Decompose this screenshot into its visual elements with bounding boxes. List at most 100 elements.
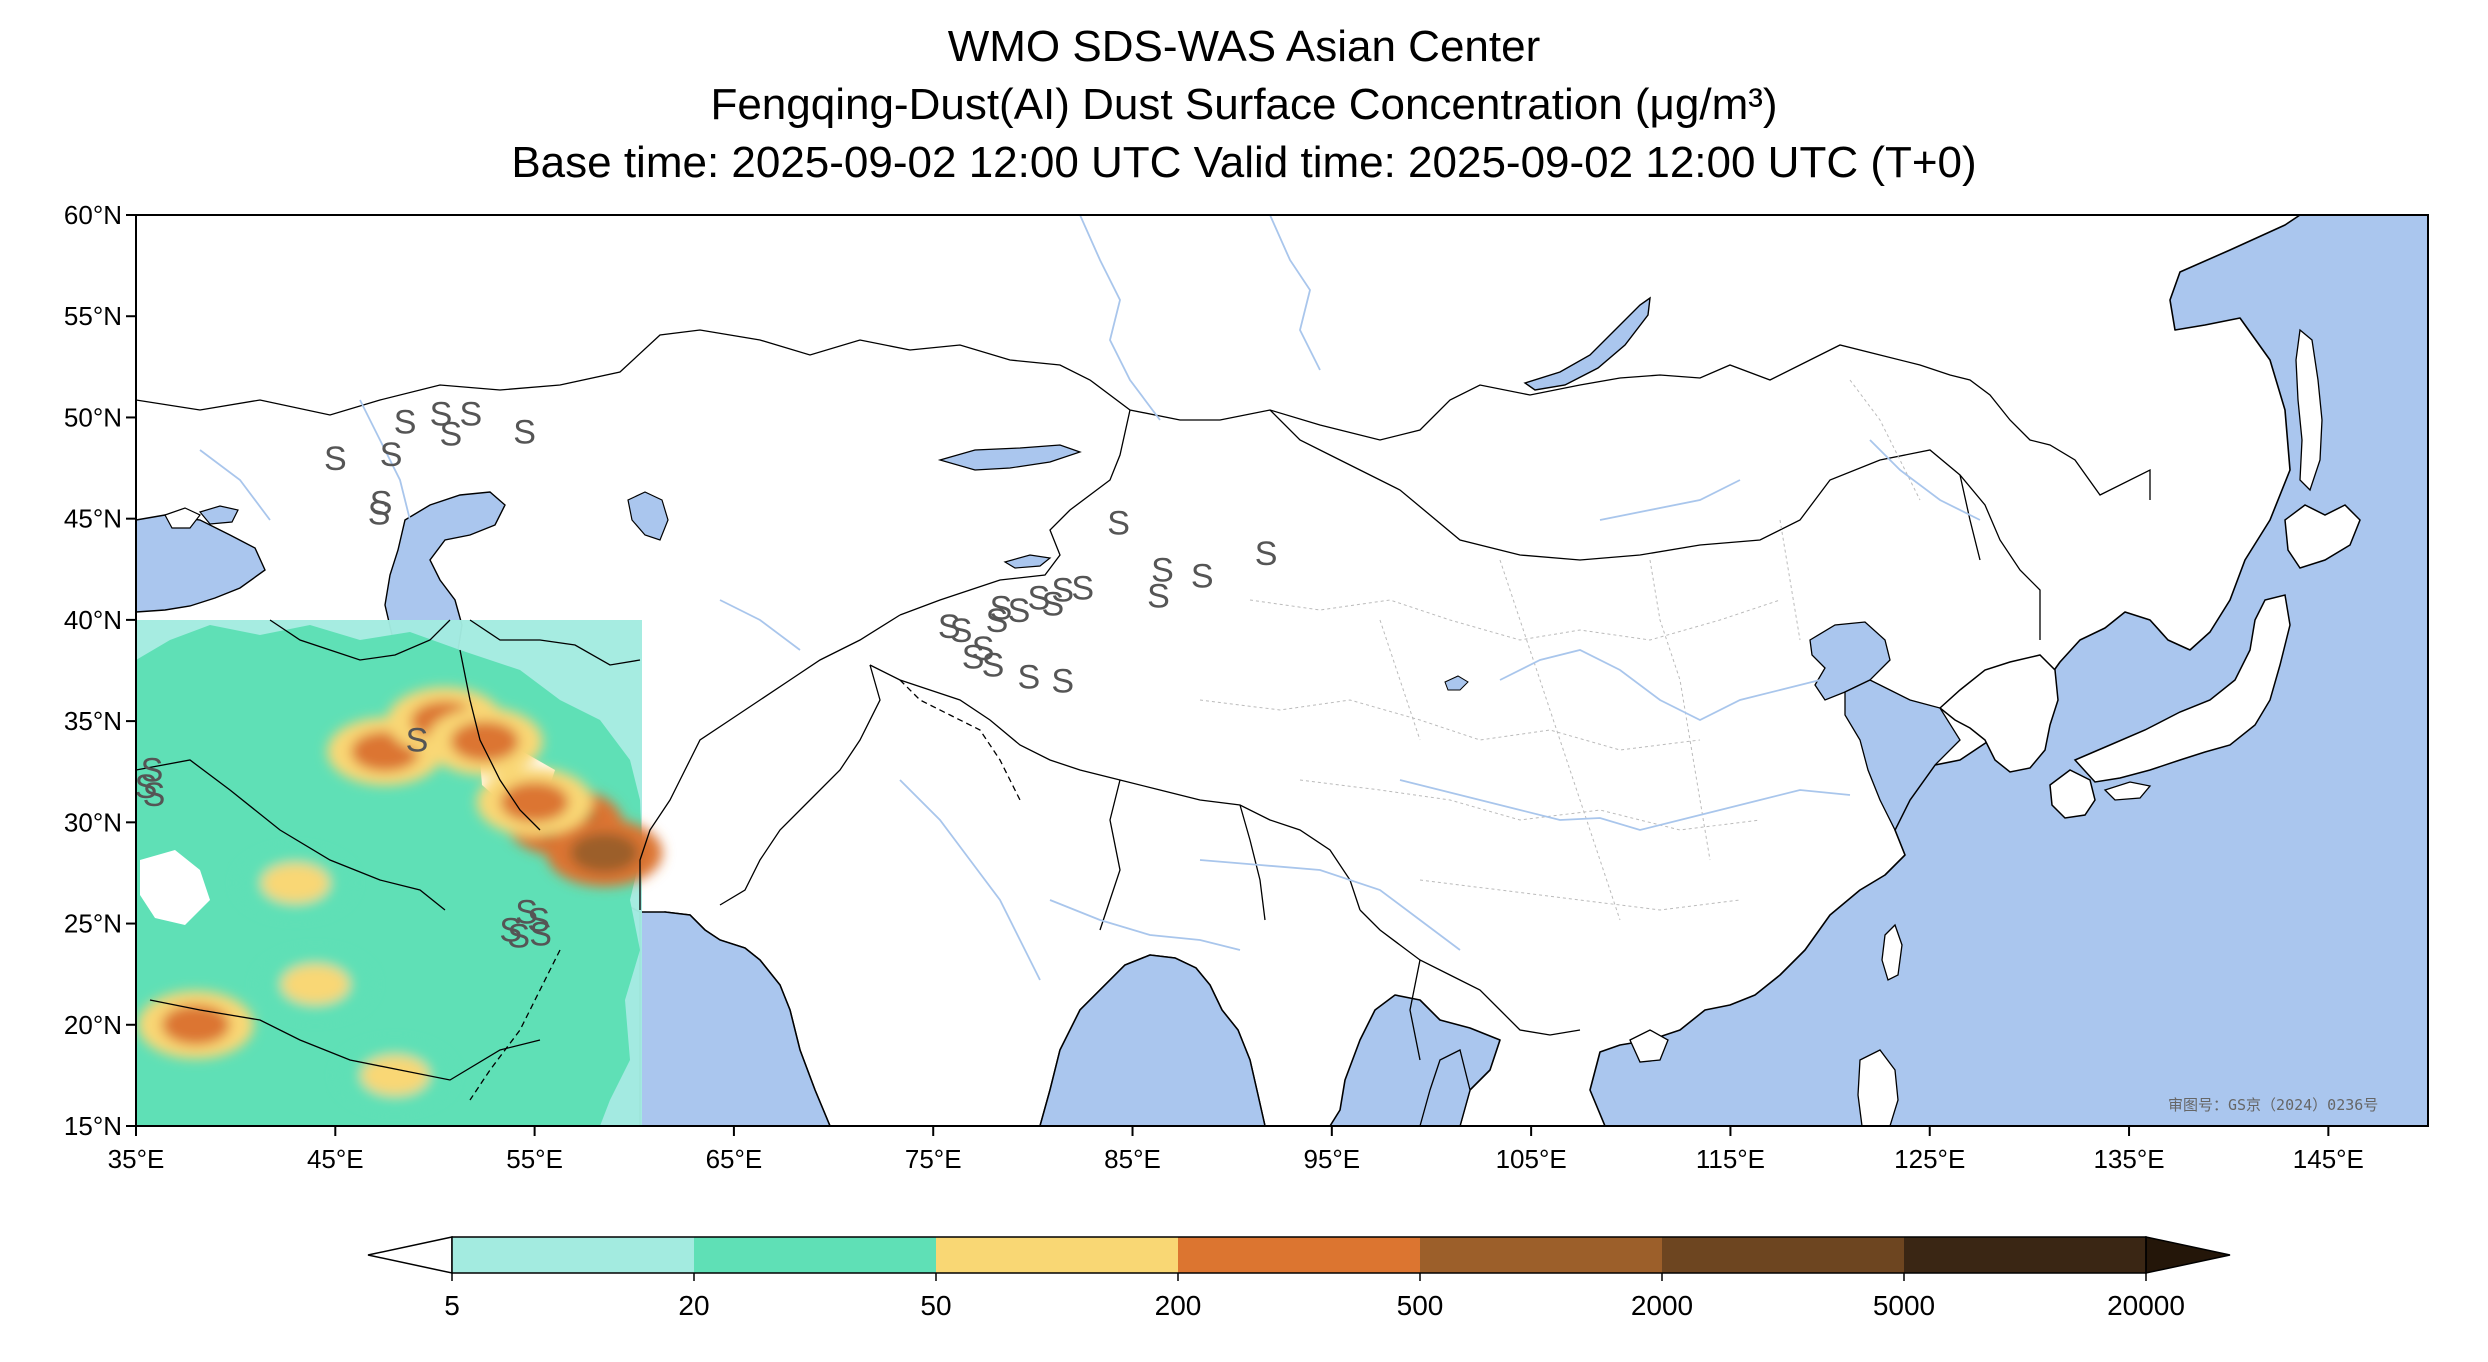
lon-tick-label: 75°E (905, 1144, 962, 1174)
lake-qinghai (1444, 675, 1469, 691)
lat-tick-label: 40°N (64, 605, 122, 635)
dust-observation-marker: S (1018, 659, 1041, 697)
hainan (1629, 1029, 1669, 1063)
dust-observation-marker: S (990, 590, 1013, 628)
dust-hotspot-core (161, 1004, 230, 1045)
dust-observation-marker: S (1151, 551, 1174, 589)
dust-observation-marker: S (507, 918, 530, 956)
dust-observation-marker: S (962, 638, 985, 676)
dust-observation-marker: S (1147, 578, 1170, 616)
arabian-sea (639, 911, 831, 1126)
japan-honshu (2073, 594, 2291, 783)
lat-tick-label: 60°N (64, 200, 122, 230)
dust-observation-marker: S (1051, 663, 1074, 701)
bay-of-bengal (1039, 954, 1266, 1126)
colorbar-level-label: 20000 (2107, 1290, 2185, 1321)
colorbar-segment (1662, 1237, 1904, 1273)
dust-observation-marker: S (1028, 580, 1051, 618)
colorbar-segment (1178, 1237, 1420, 1273)
lon-tick-label: 65°E (706, 1144, 763, 1174)
dust-observation-marker: S (406, 721, 429, 759)
crimea (164, 507, 201, 529)
lon-tick-label: 145°E (2293, 1144, 2364, 1174)
dust-observation-marker: S (1041, 586, 1064, 624)
dust-hotspots (137, 687, 663, 1110)
chart-title-block: WMO SDS-WAS Asian Center Fengqing-Dust(A… (0, 18, 2488, 192)
latitude-axis: 60°N 55°N 50°N 45°N 40°N 35°N 30°N 25°N 20°N 15°N (64, 200, 136, 1141)
dust-observation-marker: S (938, 608, 961, 646)
dust-observation-marker: S (513, 414, 536, 452)
dust-hotspot-core (500, 782, 569, 823)
colorbar-segment (1420, 1237, 1662, 1273)
dust-observation-marker: S (459, 395, 482, 433)
yellow-sea (1844, 679, 1961, 832)
dust-observation-marker: S (143, 776, 166, 814)
dust-observation-marker: S (527, 902, 550, 940)
colorbar-level-label: 50 (920, 1290, 951, 1321)
japan-shikoku (2103, 781, 2152, 801)
dust-observation-marker: S (972, 630, 995, 668)
dust-observation-marker: S (986, 602, 1009, 640)
lat-tick-label: 20°N (64, 1010, 122, 1040)
lon-tick-label: 55°E (506, 1144, 563, 1174)
colorbar-level-label: 20 (678, 1290, 709, 1321)
colorbar-segment (936, 1237, 1178, 1273)
dust-observation-marker: S (430, 395, 453, 433)
dust-hotspot-core (450, 721, 519, 762)
colorbar-level-label: 200 (1155, 1290, 1202, 1321)
dust-hotspot-core (261, 863, 330, 904)
lon-tick-label: 125°E (1894, 1144, 1965, 1174)
national-borders (136, 329, 2151, 1081)
taiwan (1881, 923, 1903, 981)
title-line-2: Fengqing-Dust(AI) Dust Surface Concentra… (710, 80, 1778, 129)
lat-tick-label: 55°N (64, 301, 122, 331)
colorbar-segment (694, 1237, 936, 1273)
lon-tick-label: 135°E (2093, 1144, 2164, 1174)
dust-observation-marker: S (499, 912, 522, 950)
map-approval-number: 审图号：GS京（2024）0236号 (2168, 1096, 2378, 1114)
longitude-axis: 35°E 45°E 55°E 65°E 75°E 85°E 95°E 105°E 115°E 12… (108, 1126, 2364, 1174)
dust-hotspot-core (570, 832, 639, 873)
colorbar-under-arrow (367, 1236, 453, 1274)
dust-hotspot-core (361, 1055, 430, 1096)
japan-kyushu (2049, 769, 2096, 819)
lat-tick-label: 25°N (64, 909, 122, 939)
dust-observation-marker: S (380, 436, 403, 474)
dust-observation-marker: S (440, 416, 463, 454)
dust-gap-low (140, 850, 210, 925)
colorbar-segment (452, 1237, 694, 1273)
dust-observation-marker: S (950, 612, 973, 650)
lat-tick-label: 35°N (64, 706, 122, 736)
dust-observation-marker: S (1071, 569, 1094, 607)
lon-tick-label: 105°E (1496, 1144, 1567, 1174)
colorbar-segment (1904, 1237, 2146, 1273)
colorbar-outline (451, 1236, 2147, 1274)
dust-observation-marker: S (370, 484, 393, 522)
dust-observation-marker: S (324, 440, 347, 478)
dust-concentration-field (136, 620, 663, 1126)
colorbar-level-label: 5 (444, 1290, 460, 1321)
rivers (199, 215, 1981, 981)
title-line-1: WMO SDS-WAS Asian Center (947, 22, 1541, 71)
gulf-of-thailand (1419, 1049, 1471, 1126)
dust-observation-marker: S (1051, 572, 1074, 610)
colorbar-level-label: 2000 (1631, 1290, 1693, 1321)
dust-hotspot-core (281, 964, 350, 1005)
lat-tick-label: 45°N (64, 504, 122, 534)
dust-observation-marker: S (141, 752, 164, 790)
lake-baikal (1523, 296, 1651, 391)
dust-observation-marker: S (1191, 557, 1214, 595)
province-boundaries (1199, 379, 1921, 921)
japan-hokkaido (2284, 504, 2361, 569)
map-frame (135, 214, 2429, 1127)
dust-observation-marker: S (982, 646, 1005, 684)
sea-of-azov (198, 505, 239, 525)
colorbar-level-label: 500 (1397, 1290, 1444, 1321)
dust-observation-marker: S (1008, 592, 1031, 630)
lon-tick-label: 95°E (1303, 1144, 1360, 1174)
dust-observation-marker: S (1255, 535, 1278, 573)
korean-peninsula (1938, 654, 2059, 773)
